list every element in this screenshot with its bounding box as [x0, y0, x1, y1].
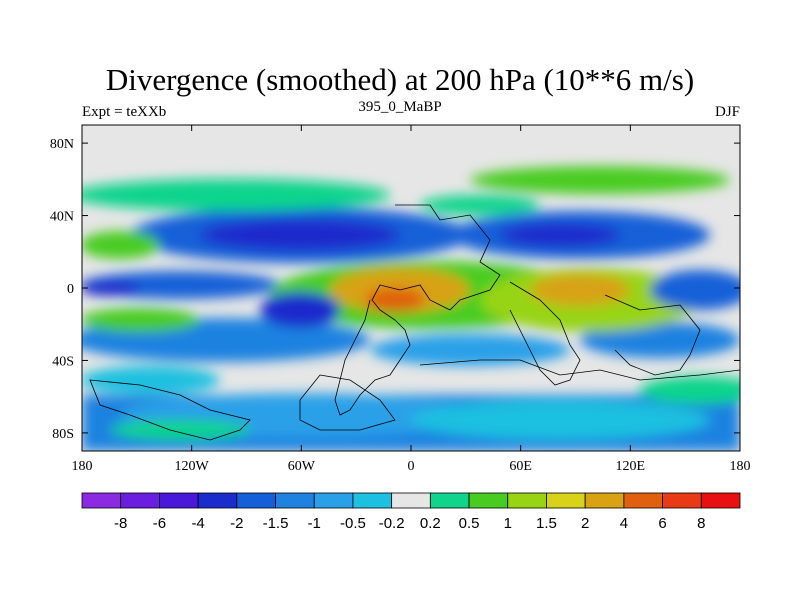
- experiment-label: Expt = teXXb: [82, 104, 167, 120]
- colorbar-box: [352, 492, 393, 509]
- colorbar-box: [275, 492, 315, 509]
- colorbar-box: [429, 492, 470, 509]
- x-tick-label: 120E: [616, 459, 646, 474]
- colorbar-box: [507, 492, 547, 509]
- colorbar: -8 -6 -4 -2 -1.5 -1 -0.5 -0.2 0.2 0.5 1 1.5 2 4 6 8: [81, 492, 741, 532]
- colorbar-box: [120, 492, 160, 509]
- colorbar-box: [546, 492, 586, 509]
- colorbar-label: 8: [697, 515, 705, 532]
- colorbar-label: 6: [658, 515, 666, 532]
- colorbar-label: -0.5: [340, 515, 366, 532]
- colorbar-box: [468, 492, 509, 509]
- colorbar-label: 2: [581, 515, 589, 532]
- colorbar-box: [662, 492, 702, 509]
- colorbar-label: 4: [620, 515, 628, 532]
- colorbar-box: [700, 492, 741, 509]
- colorbar-label: 1.5: [536, 515, 557, 532]
- colorbar-label: -8: [114, 515, 127, 532]
- colorbar-box: [159, 492, 199, 509]
- colorbar-label: 0.5: [459, 515, 480, 532]
- chart-subtitle: 395_0_MaBP: [358, 99, 442, 115]
- colorbar-label: -6: [153, 515, 166, 532]
- x-tick-label: 60W: [288, 459, 316, 474]
- colorbar-label: -2: [230, 515, 243, 532]
- colorbar-label: -1.5: [263, 515, 289, 532]
- y-tick-label: 40N: [50, 210, 74, 225]
- colorbar-box: [391, 492, 431, 509]
- y-tick-label: 80N: [50, 137, 74, 152]
- y-axis: 80N 40N 0 40S 80S: [50, 137, 740, 442]
- x-tick-label: 180: [730, 459, 751, 474]
- colorbar-box: [584, 492, 625, 509]
- continent-outlines: [89, 204, 740, 441]
- colorbar-box: [81, 492, 122, 509]
- colorbar-label: 0.2: [420, 515, 441, 532]
- colorbar-box: [623, 492, 663, 509]
- colorbar-label: -1: [308, 515, 321, 532]
- x-tick-label: 180: [72, 459, 93, 474]
- colorbar-box: [313, 492, 354, 509]
- chart-title: Divergence (smoothed) at 200 hPa (10**6 …: [105, 62, 695, 97]
- colorbar-label: -4: [191, 515, 204, 532]
- divergence-field: [82, 166, 740, 451]
- colorbar-label: -0.2: [379, 515, 405, 532]
- x-tick-label: 0: [408, 459, 415, 474]
- colorbar-box: [236, 492, 276, 509]
- colorbar-label: 1: [504, 515, 512, 532]
- y-tick-label: 40S: [52, 354, 74, 369]
- x-tick-label: 60E: [509, 459, 532, 474]
- x-axis: 180 120W 60W 0 60E 120E 180: [72, 125, 751, 474]
- y-tick-label: 0: [67, 282, 74, 297]
- season-label: DJF: [714, 104, 740, 120]
- x-tick-label: 120W: [175, 459, 210, 474]
- colorbar-box: [197, 492, 238, 509]
- y-tick-label: 80S: [52, 427, 74, 442]
